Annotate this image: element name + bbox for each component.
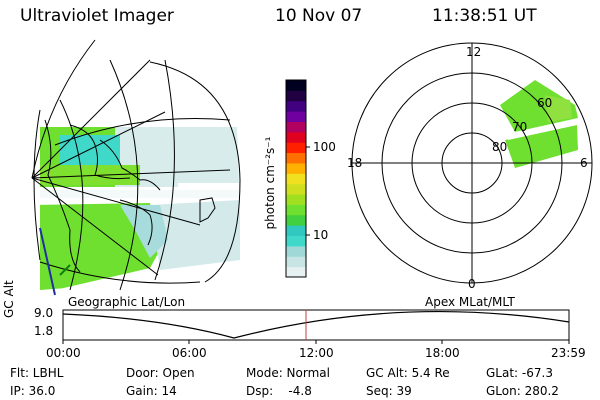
info-flt: Flt: LBHL <box>10 366 64 380</box>
info-glat: GLat: -67.3 <box>486 366 553 380</box>
altitude-curve <box>62 311 570 339</box>
info-seq: Seq: 39 <box>366 384 412 398</box>
colorbar-segment <box>286 235 306 247</box>
info-glon: GLon: 280.2 <box>486 384 559 398</box>
colorbar-unit-label: photon cm⁻²s⁻¹ <box>263 136 277 230</box>
colorbar-segment <box>286 80 306 91</box>
info-gc-alt: GC Alt: 5.4 Re <box>366 366 450 380</box>
map-graticule <box>31 39 241 291</box>
sub-satellite-track <box>59 264 71 276</box>
colorbar-segment <box>286 142 306 154</box>
polar-label-bottom: 0 <box>468 277 476 291</box>
colorbar-segment <box>286 183 306 195</box>
terminator-line <box>39 227 56 296</box>
geographic-panel-label: Geographic Lat/Lon <box>68 295 186 309</box>
colorbar-segment <box>286 131 306 143</box>
color-scale-bar <box>285 79 310 278</box>
timeline-tick-1200: 12:00 <box>299 346 334 360</box>
timeline-tick-1800: 18:00 <box>425 346 460 360</box>
polar-lat-label-80: 80 <box>492 140 508 154</box>
timeline-y-top: 9.0 <box>34 306 54 320</box>
timeline-y-bottom: 1.8 <box>34 324 54 338</box>
colorbar-segment <box>286 173 306 185</box>
observation-date: 10 Nov 07 <box>275 6 363 26</box>
uv-image-polar <box>500 80 578 168</box>
colorbar-segment <box>286 225 306 237</box>
colorbar-segment <box>286 152 306 164</box>
instrument-title: Ultraviolet Imager <box>20 6 174 26</box>
colorbar-tick-100: 100 <box>313 140 336 154</box>
colorbar-tick-10: 10 <box>313 228 329 242</box>
colorbar-segment <box>286 245 306 257</box>
colorbar-segment <box>286 100 306 112</box>
info-door: Door: Open <box>126 366 195 380</box>
colorbar-segment <box>286 162 306 174</box>
polar-lat-label-70: 70 <box>512 120 528 134</box>
colorbar-segment <box>286 121 306 133</box>
apex-panel-label: Apex MLat/MLT <box>425 295 515 309</box>
colorbar-segment <box>286 266 306 278</box>
altitude-timeline <box>62 309 570 344</box>
polar-label-right: 6 <box>580 156 588 170</box>
info-gain: Gain: 14 <box>126 384 177 398</box>
colorbar-segment <box>286 90 306 102</box>
timeline-tick-2359: 23:59 <box>551 346 586 360</box>
colorbar-segment <box>286 111 306 122</box>
geographic-map-panel <box>31 39 242 296</box>
polar-label-top: 12 <box>466 45 482 59</box>
polar-lat-label-60: 60 <box>537 96 553 110</box>
info-ip: IP: 36.0 <box>10 384 56 398</box>
timeline-y-label: GC Alt <box>2 280 16 318</box>
colorbar-segment <box>286 214 306 226</box>
colorbar-segment <box>286 256 306 268</box>
coastlines <box>44 119 216 273</box>
timeline-tick-0600: 06:00 <box>172 346 207 360</box>
info-mode: Mode: Normal <box>246 366 330 380</box>
observation-time: 11:38:51 UT <box>432 6 537 26</box>
timeline-tick-0000: 00:00 <box>46 346 81 360</box>
colorbar-segment <box>286 204 306 216</box>
polar-grid <box>351 42 593 284</box>
colorbar-segment <box>286 194 306 205</box>
info-dsp: Dsp: -4.8 <box>246 384 312 398</box>
polar-label-left: 18 <box>347 156 363 170</box>
polar-mlat-mlt-panel <box>351 42 593 284</box>
